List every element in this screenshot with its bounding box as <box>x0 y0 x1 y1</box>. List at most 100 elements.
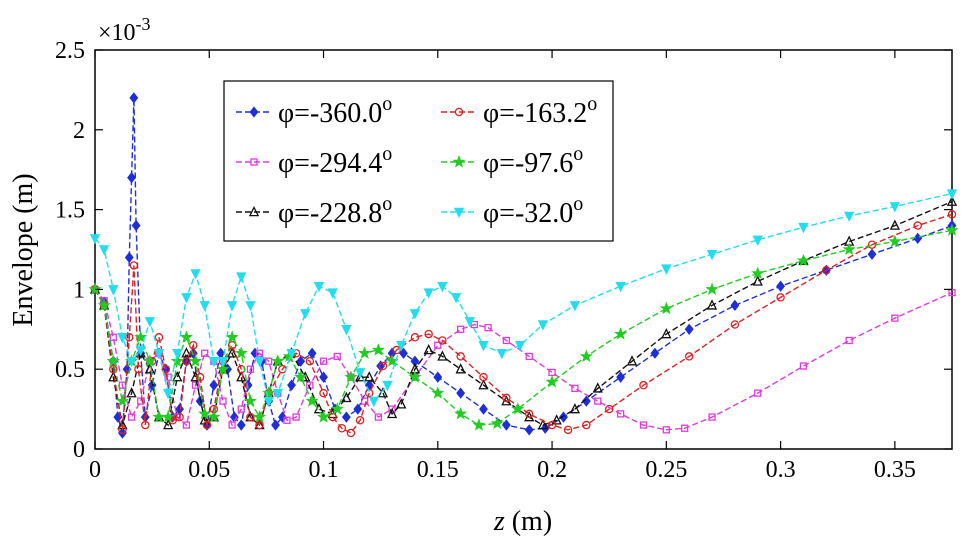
y-axis-multiplier: ×10-3 <box>98 14 151 46</box>
data-point <box>842 242 856 256</box>
data-point <box>179 330 193 343</box>
data-point <box>437 350 448 361</box>
data-point <box>317 410 331 423</box>
data-point <box>305 394 319 407</box>
data-point <box>216 362 230 375</box>
legend-label: φ=-294.4o <box>278 143 392 179</box>
data-point <box>822 265 831 275</box>
data-point <box>354 368 366 379</box>
data-point <box>319 357 328 365</box>
x-tick-label: 0.05 <box>188 457 230 483</box>
x-tick-label: 0.3 <box>766 457 796 483</box>
data-point <box>341 325 352 336</box>
legend-swatch-marker <box>250 158 258 166</box>
x-tick-label: 0.25 <box>645 457 687 483</box>
data-point <box>684 323 694 335</box>
y-tick-label: 2 <box>73 118 85 144</box>
data-point <box>502 336 511 345</box>
data-point <box>614 327 628 340</box>
data-point <box>423 343 434 355</box>
legend-swatch-marker <box>453 207 465 219</box>
data-point <box>705 282 719 295</box>
legend-label: φ=-32.0o <box>483 193 583 229</box>
data-point <box>396 398 407 409</box>
data-point <box>484 324 492 332</box>
data-point <box>227 341 237 350</box>
data-point <box>134 364 143 374</box>
data-point <box>450 293 462 304</box>
data-point <box>399 347 408 359</box>
y-tick-label: 0 <box>73 437 85 463</box>
data-point <box>341 391 352 403</box>
data-point <box>118 425 127 435</box>
data-point <box>490 416 504 430</box>
data-point <box>511 402 525 415</box>
data-point <box>579 349 593 362</box>
data-point <box>189 354 203 367</box>
data-point <box>496 348 507 360</box>
data-point <box>333 352 341 361</box>
data-point <box>255 349 264 357</box>
data-point <box>374 413 383 421</box>
data-point <box>294 370 308 383</box>
legend-entry: φ=-228.8o <box>236 193 392 229</box>
data-point <box>945 223 959 236</box>
data-point <box>478 341 489 352</box>
data-point <box>396 341 407 352</box>
data-point <box>253 410 267 423</box>
data-point <box>616 410 625 418</box>
data-point <box>472 418 486 431</box>
data-point <box>457 325 465 333</box>
data-point <box>754 389 762 397</box>
data-point <box>537 320 549 331</box>
legend-label: φ=-228.8o <box>278 193 392 229</box>
data-point <box>708 413 716 421</box>
data-point <box>424 329 433 339</box>
data-point <box>141 420 150 430</box>
data-point <box>680 424 689 432</box>
data-point <box>545 375 559 388</box>
plot-frame <box>94 49 953 450</box>
data-point <box>182 356 191 366</box>
data-point <box>147 379 157 391</box>
data-point <box>706 299 718 310</box>
data-point <box>263 396 274 408</box>
data-point <box>569 403 581 414</box>
data-point <box>161 364 171 374</box>
data-point <box>296 355 306 367</box>
y-tick-label: 1 <box>73 277 85 303</box>
data-point <box>287 379 296 391</box>
data-point <box>501 419 511 431</box>
data-point <box>752 235 763 246</box>
y-axis-label: Envelope (m) <box>8 173 39 326</box>
legend-swatch-marker <box>248 205 260 217</box>
data-point <box>236 272 247 283</box>
data-point <box>129 261 139 270</box>
data-point <box>353 403 363 415</box>
data-point <box>162 388 174 400</box>
data-point <box>286 348 297 360</box>
data-point <box>234 346 248 359</box>
data-point <box>358 346 372 359</box>
data-point <box>344 370 358 383</box>
data-point <box>502 393 511 403</box>
data-point <box>98 245 110 256</box>
data-point <box>328 412 337 422</box>
data-point <box>154 333 164 342</box>
x-tick-label: 0.35 <box>874 457 916 483</box>
data-point <box>172 371 183 382</box>
data-point <box>438 336 447 345</box>
data-point <box>219 397 227 405</box>
legend-swatch-marker <box>454 107 464 117</box>
data-point <box>201 349 209 357</box>
data-point <box>409 309 421 320</box>
data-point <box>144 317 155 328</box>
data-point <box>524 409 534 419</box>
data-point <box>305 356 315 366</box>
data-point <box>730 320 740 329</box>
data-point <box>845 336 853 345</box>
data-point <box>844 211 855 223</box>
data-point <box>292 413 300 421</box>
data-point <box>661 328 672 339</box>
data-point <box>243 394 257 407</box>
